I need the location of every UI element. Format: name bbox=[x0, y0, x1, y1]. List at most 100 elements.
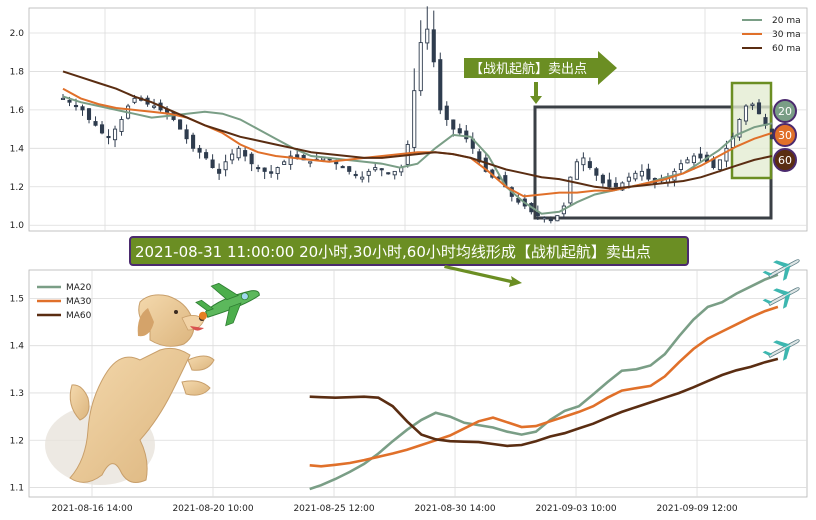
candle bbox=[256, 164, 261, 173]
candle bbox=[210, 154, 215, 169]
candle bbox=[99, 121, 105, 135]
top-y-tick-label: 1.4 bbox=[10, 144, 25, 154]
candle bbox=[204, 149, 209, 160]
badge-30-circle bbox=[773, 123, 797, 147]
bottom-y-tick-label: 1.2 bbox=[10, 436, 24, 446]
bottom-x-tick-label: 2021-09-09 12:00 bbox=[656, 504, 737, 514]
candle bbox=[236, 145, 241, 161]
headline-banner: 2021-08-31 11:00:00 20小时,30小时,60小时均线形成【战… bbox=[129, 236, 689, 287]
bottom-x-tick-label: 2021-08-25 12:00 bbox=[293, 504, 374, 514]
candle bbox=[698, 146, 703, 162]
bottom-x-tick-label: 2021-08-20 10:00 bbox=[172, 504, 253, 514]
bottom-y-tick-label: 1.1 bbox=[10, 484, 24, 494]
top-y-tick-label: 1.0 bbox=[10, 221, 25, 231]
candle bbox=[191, 132, 196, 152]
candle bbox=[574, 158, 579, 180]
candle bbox=[743, 104, 749, 125]
bottom-y-axis: 1.1 1.2 1.3 1.4 1.5 bbox=[10, 294, 25, 493]
candle bbox=[438, 52, 443, 115]
airplane-icon-ma20 bbox=[762, 259, 800, 281]
top-panel-frame bbox=[28, 7, 808, 232]
badge-30-label: 30 bbox=[778, 129, 792, 142]
airplane-icon-ma60 bbox=[762, 339, 800, 361]
bottom-ma-lines bbox=[309, 273, 779, 491]
candle bbox=[451, 119, 456, 137]
candle bbox=[542, 216, 547, 223]
candle bbox=[340, 165, 345, 169]
dog-illustration-icon bbox=[45, 294, 215, 485]
candle bbox=[418, 20, 423, 96]
candle bbox=[464, 125, 469, 143]
top-line-60-ma bbox=[62, 70, 773, 190]
candle bbox=[223, 154, 228, 177]
top-y-tick-label: 1.6 bbox=[10, 106, 25, 116]
top-y-tick-label: 2.0 bbox=[10, 29, 25, 39]
candle bbox=[750, 102, 755, 111]
top-y-axis: 1.0 1.2 1.4 1.6 1.8 2.0 bbox=[10, 29, 25, 231]
candle bbox=[379, 168, 384, 177]
bottom-legend-ma30: MA30 bbox=[66, 297, 92, 307]
badge-20-label: 20 bbox=[778, 105, 792, 118]
bottom-x-axis: 2021-08-16 14:00 2021-08-20 10:00 2021-08-… bbox=[51, 504, 737, 514]
bottom-x-tick-label: 2021-09-03 10:00 bbox=[535, 504, 616, 514]
candle bbox=[262, 167, 267, 180]
candle bbox=[639, 164, 644, 181]
candle bbox=[119, 116, 124, 136]
candle bbox=[587, 157, 592, 170]
badge-60-circle bbox=[773, 148, 797, 172]
signal-arrow-banner: 【战机起航】卖出点 bbox=[464, 51, 617, 104]
candle bbox=[86, 108, 92, 124]
candle bbox=[230, 149, 235, 165]
bottom-x-tick-label: 2021-08-16 14:00 bbox=[51, 504, 132, 514]
candle bbox=[373, 162, 378, 172]
candle bbox=[360, 171, 365, 183]
bottom-x-tick-label: 2021-08-30 14:00 bbox=[414, 504, 495, 514]
candle bbox=[392, 170, 397, 180]
top-line-30-ma bbox=[62, 87, 773, 198]
candle bbox=[431, 10, 436, 68]
candle bbox=[197, 144, 202, 159]
candle bbox=[600, 173, 605, 188]
candle bbox=[412, 68, 417, 153]
candle bbox=[756, 99, 762, 115]
candle bbox=[678, 159, 683, 174]
candle bbox=[184, 124, 189, 144]
down-arrow-icon bbox=[530, 82, 542, 104]
candle bbox=[646, 163, 651, 182]
candle bbox=[112, 125, 118, 148]
candle bbox=[178, 119, 183, 130]
candle bbox=[594, 166, 599, 181]
candle bbox=[353, 170, 358, 179]
candle bbox=[269, 165, 274, 178]
candle bbox=[555, 215, 560, 222]
top-y-tick-label: 1.8 bbox=[10, 67, 25, 77]
headline-text: 2021-08-31 11:00:00 20小时,30小时,60小时均线形成【战… bbox=[135, 243, 651, 261]
bottom-y-tick-label: 1.4 bbox=[10, 342, 25, 352]
candle bbox=[425, 6, 430, 50]
top-y-tick-label: 1.2 bbox=[10, 183, 24, 193]
candle bbox=[249, 152, 254, 172]
candlestick-series bbox=[60, 6, 775, 224]
signal-arrow-shape bbox=[464, 51, 617, 85]
candle bbox=[288, 150, 293, 170]
candle bbox=[607, 172, 612, 190]
top-legend-ma60: 60 ma bbox=[772, 44, 801, 54]
ma-badges: 20 30 60 bbox=[773, 99, 797, 172]
bottom-line-MA30 bbox=[309, 305, 779, 468]
candle bbox=[737, 118, 742, 141]
candle bbox=[581, 152, 586, 172]
candle bbox=[275, 166, 280, 180]
candle bbox=[217, 163, 222, 180]
top-ma-lines bbox=[62, 70, 773, 215]
headline-banner-box bbox=[129, 236, 689, 266]
top-legend-ma30: 30 ma bbox=[772, 30, 801, 40]
candle bbox=[444, 101, 449, 126]
bottom-y-tick-label: 1.5 bbox=[10, 294, 24, 304]
candle bbox=[347, 165, 352, 175]
badge-20-circle bbox=[773, 99, 797, 123]
candle bbox=[548, 216, 553, 224]
candle bbox=[457, 123, 462, 136]
candle bbox=[477, 148, 482, 166]
